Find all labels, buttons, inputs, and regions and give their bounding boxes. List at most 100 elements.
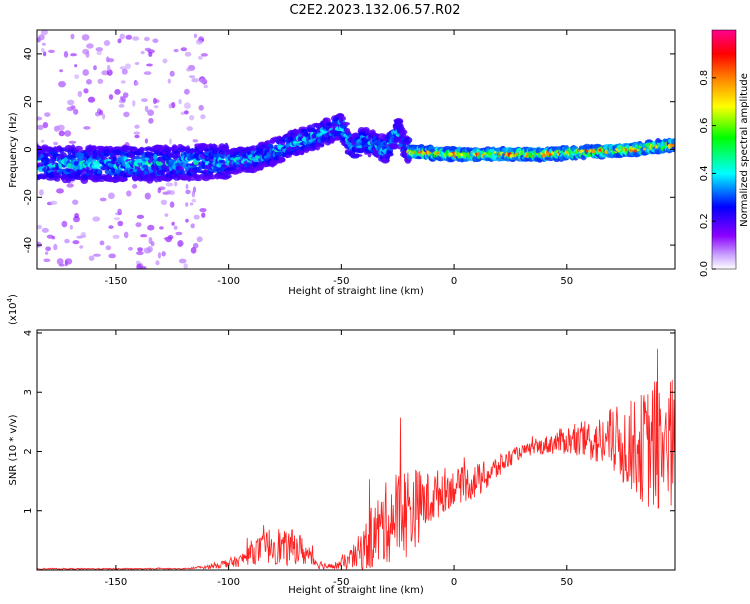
spectrogram-noise-blob [69, 224, 73, 230]
spectrogram-noise-blob [147, 224, 155, 231]
spectrogram-noise-blob [133, 131, 140, 135]
spectrogram-noise-blob [185, 218, 189, 223]
spectrogram-noise-blob [82, 48, 90, 55]
spectrogram-noise-blob [150, 241, 155, 247]
spectrogram-noise-blob [185, 202, 189, 207]
spectrogram-noise-blob [38, 34, 45, 41]
spectrogram-y-tick-label: 40 [23, 48, 34, 61]
spectrogram-noise-blob [134, 62, 140, 65]
colorbar-label: Normalized spectral amplitude [739, 73, 750, 227]
spectrogram-noise-blob [58, 130, 65, 137]
spectrogram-ridge-blob [100, 166, 107, 171]
spectrogram-noise-blob [108, 94, 114, 100]
spectrogram-noise-blob [64, 258, 73, 265]
spectrogram-noise-blob [79, 245, 84, 249]
spectrogram-noise-blob [70, 53, 77, 57]
spectrogram-noise-blob [72, 199, 79, 205]
spectrogram-noise-blob [155, 260, 160, 266]
colorbar-tick-label: 0.2 [699, 213, 710, 229]
spectrogram-noise-blob [88, 255, 95, 261]
spectrogram-noise-blob [97, 78, 104, 84]
snr-x-tick-label: -100 [217, 577, 240, 588]
spectrogram-noise-blob [153, 105, 159, 109]
spectrogram-heatmap [37, 30, 675, 269]
spectrogram-noise-blob [178, 98, 182, 105]
spectrogram-noise-blob [93, 253, 101, 257]
spectrogram-noise-blob [190, 247, 197, 254]
spectrogram-ridge-blob [132, 155, 142, 160]
spectrogram-noise-blob [192, 139, 199, 143]
spectrogram-noise-blob [143, 71, 152, 75]
spectrogram-noise-blob [136, 214, 145, 219]
spectrogram-noise-blob [144, 105, 149, 112]
spectrogram-noise-blob [95, 47, 104, 52]
spectrogram-noise-blob [143, 247, 152, 254]
spectrogram-noise-blob [160, 199, 168, 205]
spectrogram-noise-blob [99, 197, 107, 202]
spectrogram-noise-blob [40, 30, 48, 36]
spectrogram-noise-blob [73, 108, 79, 115]
spectrogram-y-tick-label: 0 [23, 146, 34, 152]
spectrogram-noise-blob [148, 51, 153, 57]
spectrogram-noise-blob [167, 78, 171, 84]
spectrogram-noise-blob [136, 263, 142, 269]
spectrogram-noise-blob [99, 109, 104, 116]
spectrogram-noise-blob [106, 56, 110, 63]
spectrogram-noise-blob [140, 234, 148, 238]
spectrogram-noise-blob [117, 208, 122, 215]
spectrogram-noise-blob [200, 53, 208, 57]
spectrogram-noise-blob [99, 240, 105, 246]
spectrogram-ridge-blob [196, 175, 203, 182]
spectrogram-noise-blob [120, 80, 126, 84]
snr-x-tick-label: 50 [560, 577, 573, 588]
spectrogram-noise-blob [86, 79, 92, 85]
spectrogram-noise-blob [46, 234, 54, 239]
spectrogram-noise-blob [198, 55, 203, 60]
colorbar-tick-label: 0.6 [699, 118, 710, 134]
spectrogram-noise-blob [199, 208, 207, 213]
spectrogram-noise-blob [134, 134, 140, 139]
spectrogram-noise-blob [80, 232, 86, 237]
spectrogram-noise-blob [66, 106, 75, 112]
spectrogram-noise-blob [189, 75, 196, 79]
spectrogram-noise-blob [186, 67, 192, 72]
spectrogram-noise-blob [190, 223, 195, 229]
spectrogram-ridge-blob [218, 159, 226, 164]
spectrogram-noise-blob [132, 36, 140, 41]
spectrogram-ridge-blob [322, 117, 331, 124]
spectrogram-noise-blob [132, 100, 136, 107]
spectrogram-noise-blob [107, 192, 115, 200]
spectrogram-noise-blob [106, 64, 111, 72]
spectrogram-ridge-blob [249, 166, 258, 174]
spectrogram-noise-blob [96, 51, 102, 56]
spectrogram-ridge-blob [404, 158, 411, 164]
spectrogram-noise-blob [83, 88, 89, 94]
spectrogram-y-tick-label: -40 [23, 237, 34, 253]
spectrogram-noise-blob [185, 183, 189, 190]
spectrogram-noise-blob [159, 226, 164, 230]
spectrogram-noise-blob [175, 231, 183, 236]
spectrogram-ridge-blob [346, 132, 353, 137]
spectrogram-noise-blob [74, 64, 78, 68]
spectrogram-noise-blob [177, 240, 184, 247]
spectrogram-noise-blob [196, 236, 203, 243]
spectrogram-noise-blob [82, 69, 89, 76]
spectrogram-noise-blob [43, 258, 51, 263]
spectrogram-ridge-blob [234, 168, 244, 174]
spectrogram-noise-blob [86, 43, 94, 49]
spectrogram-noise-blob [169, 70, 175, 77]
snr-y-exponent-close: ) [8, 294, 19, 298]
spectrogram-noise-blob [178, 258, 187, 264]
spectrogram-noise-blob [58, 81, 66, 88]
spectrogram-noise-blob [184, 110, 189, 115]
spectrogram-noise-blob [135, 222, 142, 228]
colorbar-ticks: 0.0 0.2 0.4 0.6 0.8 [699, 70, 716, 277]
spectrogram-ridge-blob [267, 143, 274, 148]
spectrogram-noise-blob [174, 181, 178, 187]
spectrogram-y-tick-label: 20 [23, 95, 34, 108]
spectrogram-noise-blob [113, 217, 121, 221]
spectrogram-noise-blob [59, 69, 63, 73]
spectrogram-noise-blob [144, 36, 150, 42]
spectrogram-noise-blob [64, 130, 72, 137]
